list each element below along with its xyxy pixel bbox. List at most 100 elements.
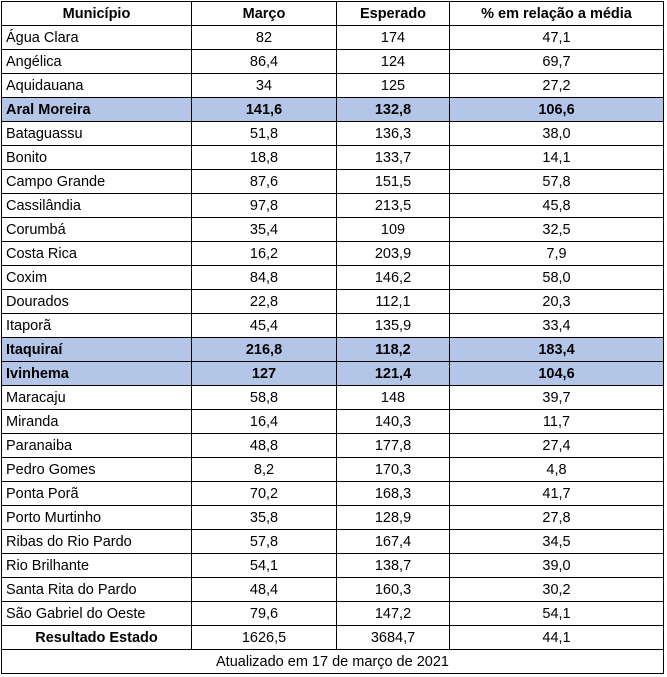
cell-municipio: Costa Rica	[1, 241, 192, 266]
cell-marco: 8,2	[191, 457, 337, 482]
table-row: Campo Grande 87,6 151,5 57,8	[1, 169, 664, 194]
cell-marco: 82	[191, 25, 337, 50]
cell-esperado: 133,7	[336, 145, 450, 170]
table-row: Paranaiba 48,8 177,8 27,4	[1, 433, 664, 458]
table-row: Angélica 86,4 124 69,7	[1, 49, 664, 74]
table-row: Ponta Porã 70,2 168,3 41,7	[1, 481, 664, 506]
table-row: Rio Brilhante 54,1 138,7 39,0	[1, 553, 664, 578]
cell-percent: 39,7	[449, 385, 664, 410]
cell-marco: 51,8	[191, 121, 337, 146]
cell-percent: 47,1	[449, 25, 664, 50]
cell-esperado: 124	[336, 49, 450, 74]
cell-esperado: 140,3	[336, 409, 450, 434]
cell-marco: 34	[191, 73, 337, 98]
cell-marco: 141,6	[191, 97, 337, 122]
update-note: Atualizado em 17 de março de 2021	[1, 649, 664, 674]
cell-marco: 35,4	[191, 217, 337, 242]
cell-esperado: 147,2	[336, 601, 450, 626]
cell-marco: 16,2	[191, 241, 337, 266]
header-row: Município Março Esperado % em relação a …	[1, 1, 664, 26]
cell-esperado: 213,5	[336, 193, 450, 218]
cell-esperado: 121,4	[336, 361, 450, 386]
table-row: Ribas do Rio Pardo 57,8 167,4 34,5	[1, 529, 664, 554]
cell-municipio: Angélica	[1, 49, 192, 74]
cell-marco: 54,1	[191, 553, 337, 578]
cell-esperado: 112,1	[336, 289, 450, 314]
cell-marco: 22,8	[191, 289, 337, 314]
cell-percent: 57,8	[449, 169, 664, 194]
table-row: Água Clara 82 174 47,1	[1, 25, 664, 50]
table-row: Corumbá 35,4 109 32,5	[1, 217, 664, 242]
table-row: Aquidauana 34 125 27,2	[1, 73, 664, 98]
table-row: São Gabriel do Oeste 79,6 147,2 54,1	[1, 601, 664, 626]
cell-percent: 106,6	[449, 97, 664, 122]
cell-marco: 48,4	[191, 577, 337, 602]
cell-esperado: 151,5	[336, 169, 450, 194]
cell-esperado: 135,9	[336, 313, 450, 338]
cell-municipio: Ponta Porã	[1, 481, 192, 506]
cell-esperado: 136,3	[336, 121, 450, 146]
table-row: Maracaju 58,8 148 39,7	[1, 385, 664, 410]
cell-marco: 16,4	[191, 409, 337, 434]
cell-percent: 27,2	[449, 73, 664, 98]
cell-municipio: Rio Brilhante	[1, 553, 192, 578]
total-marco: 1626,5	[191, 625, 337, 650]
cell-municipio: Dourados	[1, 289, 192, 314]
cell-marco: 84,8	[191, 265, 337, 290]
cell-percent: 39,0	[449, 553, 664, 578]
cell-percent: 183,4	[449, 337, 664, 362]
cell-esperado: 167,4	[336, 529, 450, 554]
cell-esperado: 132,8	[336, 97, 450, 122]
cell-percent: 11,7	[449, 409, 664, 434]
cell-marco: 216,8	[191, 337, 337, 362]
table-row: Itaquiraí 216,8 118,2 183,4	[1, 337, 664, 362]
cell-esperado: 174	[336, 25, 450, 50]
cell-municipio: Aquidauana	[1, 73, 192, 98]
table-row: Aral Moreira 141,6 132,8 106,6	[1, 97, 664, 122]
table-row: Coxim 84,8 146,2 58,0	[1, 265, 664, 290]
footer-row: Atualizado em 17 de março de 2021	[1, 649, 664, 674]
cell-municipio: São Gabriel do Oeste	[1, 601, 192, 626]
cell-marco: 45,4	[191, 313, 337, 338]
cell-esperado: 177,8	[336, 433, 450, 458]
cell-percent: 58,0	[449, 265, 664, 290]
cell-municipio: Bonito	[1, 145, 192, 170]
cell-percent: 34,5	[449, 529, 664, 554]
cell-marco: 87,6	[191, 169, 337, 194]
cell-municipio: Miranda	[1, 409, 192, 434]
table-row: Bataguassu 51,8 136,3 38,0	[1, 121, 664, 146]
cell-esperado: 148	[336, 385, 450, 410]
table-row: Bonito 18,8 133,7 14,1	[1, 145, 664, 170]
cell-esperado: 128,9	[336, 505, 450, 530]
table-row: Itaporã 45,4 135,9 33,4	[1, 313, 664, 338]
cell-percent: 7,9	[449, 241, 664, 266]
cell-esperado: 146,2	[336, 265, 450, 290]
cell-municipio: Itaporã	[1, 313, 192, 338]
cell-percent: 38,0	[449, 121, 664, 146]
cell-municipio: Porto Murtinho	[1, 505, 192, 530]
cell-percent: 27,4	[449, 433, 664, 458]
cell-percent: 33,4	[449, 313, 664, 338]
cell-municipio: Aral Moreira	[1, 97, 192, 122]
table-row: Dourados 22,8 112,1 20,3	[1, 289, 664, 314]
cell-marco: 57,8	[191, 529, 337, 554]
cell-municipio: Bataguassu	[1, 121, 192, 146]
cell-municipio: Pedro Gomes	[1, 457, 192, 482]
table-row: Porto Murtinho 35,8 128,9 27,8	[1, 505, 664, 530]
cell-marco: 18,8	[191, 145, 337, 170]
cell-marco: 79,6	[191, 601, 337, 626]
cell-percent: 69,7	[449, 49, 664, 74]
table-row: Ivinhema 127 121,4 104,6	[1, 361, 664, 386]
cell-percent: 27,8	[449, 505, 664, 530]
cell-marco: 58,8	[191, 385, 337, 410]
total-esperado: 3684,7	[336, 625, 450, 650]
cell-esperado: 160,3	[336, 577, 450, 602]
cell-percent: 14,1	[449, 145, 664, 170]
cell-municipio: Itaquiraí	[1, 337, 192, 362]
cell-municipio: Santa Rita do Pardo	[1, 577, 192, 602]
cell-percent: 54,1	[449, 601, 664, 626]
cell-esperado: 118,2	[336, 337, 450, 362]
table-row: Miranda 16,4 140,3 11,7	[1, 409, 664, 434]
cell-municipio: Campo Grande	[1, 169, 192, 194]
cell-percent: 30,2	[449, 577, 664, 602]
